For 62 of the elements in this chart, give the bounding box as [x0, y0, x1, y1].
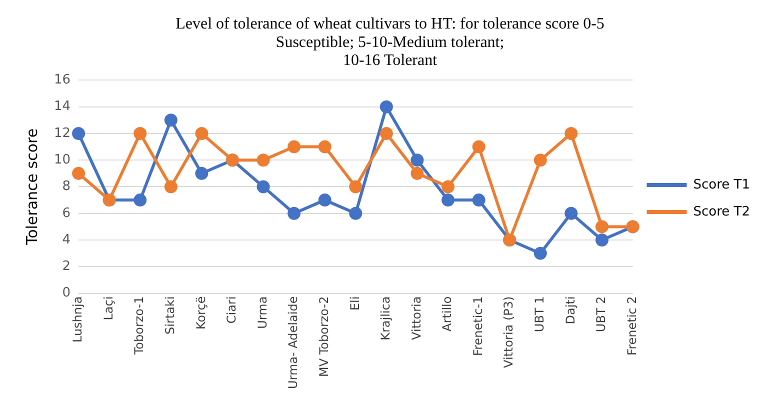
x-tick-label: UBT 2: [594, 296, 608, 332]
x-tick-label: MV Toborzo-2: [316, 296, 331, 378]
point: [318, 140, 332, 154]
point: [72, 166, 86, 180]
x-tick-label: Sirtaki: [163, 296, 178, 335]
point: [380, 100, 393, 114]
point: [195, 126, 208, 140]
point: [134, 194, 147, 207]
point: [349, 180, 362, 194]
legend-label: Score T2: [693, 204, 750, 220]
x-tick-label: Lushnja: [70, 296, 85, 343]
y-axis-title: Tolerance score: [22, 128, 41, 246]
point: [256, 154, 270, 167]
y-tick-label: 8: [62, 179, 71, 194]
x-tick-label: Ciari: [224, 296, 239, 324]
point: [380, 126, 393, 140]
y-tick-label: 10: [54, 152, 71, 168]
point: [288, 140, 301, 154]
point: [595, 220, 608, 234]
x-tick-label: Frenetic-1: [470, 296, 485, 356]
point: [256, 180, 270, 194]
y-tick-label: 6: [62, 206, 71, 221]
legend-label: Score T1: [693, 177, 750, 192]
point: [442, 180, 455, 194]
x-tick-label: Frenetic 2: [624, 296, 639, 356]
x-tick-label: Vittoria: [409, 296, 424, 340]
y-tick-label: 4: [62, 232, 71, 248]
point: [164, 114, 178, 127]
x-tick-label: Dajti: [563, 296, 578, 324]
point: [442, 194, 455, 207]
x-tick-label: Urma: [255, 296, 270, 329]
point: [534, 154, 547, 167]
point: [595, 234, 608, 247]
point: [349, 206, 362, 220]
x-tick-label: Toborzo-1: [132, 296, 146, 356]
x-tick-label: Krajlica: [378, 296, 393, 340]
point: [472, 140, 486, 154]
y-tick-label: 16: [54, 72, 71, 88]
y-tick-label: 2: [62, 259, 71, 274]
point: [318, 194, 332, 207]
y-tick-label: 0: [62, 286, 71, 301]
y-tick-label: 14: [54, 99, 71, 114]
point: [72, 126, 86, 140]
point: [288, 206, 301, 220]
chart-title: Level of tolerance of wheat cultivars to HT: for tolerance score 0-5 Susceptible; 5-10-Medium tolerant; 10-16 Tolerant: [176, 15, 604, 70]
point: [534, 246, 547, 260]
x-tick-label: Laçi: [101, 296, 116, 320]
x-tick-label: Eli: [348, 296, 362, 311]
x-tick-label: Artillo: [440, 296, 454, 332]
x-tick-label: Vittoria (P3): [502, 296, 516, 368]
point: [134, 126, 147, 140]
x-tick-label: Korçë: [194, 296, 208, 330]
point: [164, 180, 178, 194]
point: [410, 166, 424, 180]
point: [564, 126, 578, 140]
point: [195, 166, 208, 180]
point: [410, 154, 424, 167]
y-tick-label: 12: [54, 126, 71, 141]
x-tick-label: Urma- Adelaide: [286, 296, 300, 390]
point: [472, 194, 486, 207]
point: [564, 206, 578, 220]
x-tick-label: UBT 1: [532, 296, 547, 332]
